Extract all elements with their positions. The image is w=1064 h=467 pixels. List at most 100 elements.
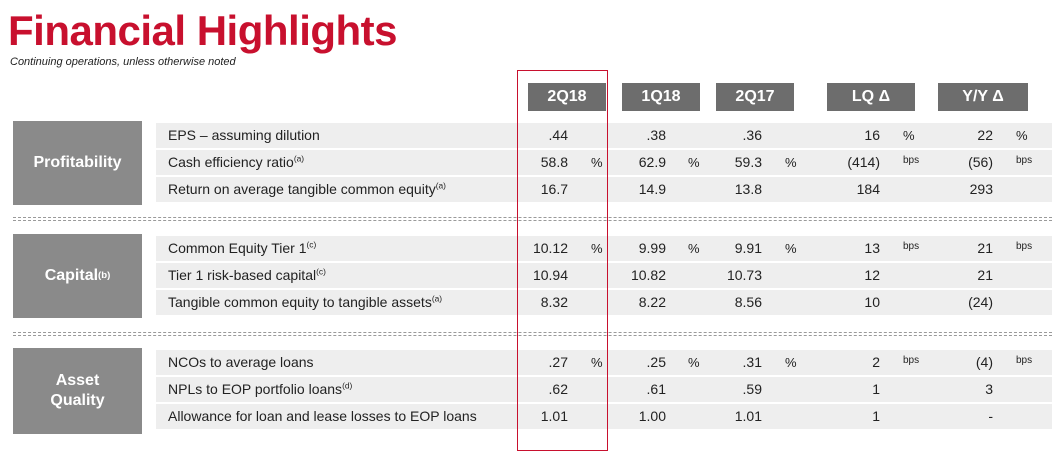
section-divider bbox=[13, 217, 1052, 218]
table-cell: 293 bbox=[969, 181, 993, 197]
table-cell: 21 bbox=[977, 267, 993, 283]
column-header-2q18: 2Q18 bbox=[528, 83, 606, 111]
table-cell: 21 bbox=[977, 240, 993, 256]
table-cell: (24) bbox=[968, 294, 993, 310]
table-cell: 1.01 bbox=[540, 408, 568, 424]
table-row bbox=[156, 263, 1052, 288]
table-cell: 13.8 bbox=[734, 181, 762, 197]
table-cell: 22 bbox=[977, 127, 993, 143]
table-cell: 10.73 bbox=[726, 267, 762, 283]
footnote-marker: (c) bbox=[316, 266, 326, 277]
table-cell: 1 bbox=[872, 381, 880, 397]
table-cell: 16 bbox=[864, 127, 880, 143]
footnote-marker: (a) bbox=[293, 153, 305, 164]
table-cell: 10.94 bbox=[532, 267, 568, 283]
table-cell: 9.99 bbox=[638, 240, 666, 256]
table-cell: 8.56 bbox=[734, 294, 762, 310]
unit-label: bps bbox=[903, 355, 920, 366]
table-row bbox=[156, 404, 1052, 429]
table-cell: 2 bbox=[872, 354, 880, 370]
row-label: Return on average tangible common equity… bbox=[168, 180, 446, 197]
table-cell: .59 bbox=[742, 381, 762, 397]
current-quarter-highlight bbox=[517, 70, 608, 451]
column-header-2q17: 2Q17 bbox=[716, 83, 794, 111]
table-row bbox=[156, 150, 1052, 175]
table-cell: (4) bbox=[975, 354, 993, 370]
table-cell: (56) bbox=[968, 154, 993, 170]
unit-label: % bbox=[591, 241, 603, 256]
row-label: Cash efficiency ratio(a) bbox=[168, 153, 305, 170]
table-row bbox=[156, 377, 1052, 402]
row-label: Tangible common equity to tangible asset… bbox=[168, 293, 443, 310]
table-cell: 12 bbox=[864, 267, 880, 283]
table-cell: .36 bbox=[742, 127, 762, 143]
table-cell: 16.7 bbox=[540, 181, 568, 197]
footnote-marker: (c) bbox=[306, 239, 317, 250]
section-label: Asset Quality bbox=[13, 348, 142, 434]
table-cell: 1 bbox=[872, 408, 880, 424]
table-cell: 3 bbox=[985, 381, 993, 397]
row-label: Common Equity Tier 1(c) bbox=[168, 239, 317, 256]
section-divider bbox=[13, 220, 1052, 221]
unit-label: bps bbox=[1016, 155, 1033, 166]
column-header-1q18: 1Q18 bbox=[622, 83, 700, 111]
table-cell: 9.91 bbox=[734, 240, 762, 256]
unit-label: % bbox=[785, 155, 797, 170]
row-label: Tier 1 risk-based capital(c) bbox=[168, 266, 326, 283]
table-cell: 1.00 bbox=[638, 408, 666, 424]
unit-label: % bbox=[688, 241, 700, 256]
table-cell: 10 bbox=[864, 294, 880, 310]
unit-label: bps bbox=[903, 241, 920, 252]
table-cell: 1.01 bbox=[734, 408, 762, 424]
unit-label: % bbox=[903, 128, 915, 143]
row-label: Allowance for loan and lease losses to E… bbox=[168, 408, 477, 424]
table-cell: .44 bbox=[548, 127, 568, 143]
table-cell: .31 bbox=[742, 354, 762, 370]
section-divider bbox=[13, 332, 1052, 333]
column-header-yy-delta: Y/Y Δ bbox=[938, 83, 1028, 111]
table-cell: 58.8 bbox=[540, 154, 568, 170]
unit-label: bps bbox=[1016, 241, 1033, 252]
table-cell: 184 bbox=[856, 181, 880, 197]
row-label: NPLs to EOP portfolio loans(d) bbox=[168, 380, 353, 397]
footnote-marker: (a) bbox=[435, 180, 446, 191]
table-row bbox=[156, 290, 1052, 315]
table-cell: .61 bbox=[646, 381, 666, 397]
unit-label: % bbox=[688, 155, 700, 170]
table-row bbox=[156, 177, 1052, 202]
table-cell: 62.9 bbox=[638, 154, 666, 170]
column-header-lq-delta: LQ Δ bbox=[827, 83, 915, 111]
table-cell: .38 bbox=[646, 127, 666, 143]
table-cell: 8.32 bbox=[540, 294, 568, 310]
table-cell: (414) bbox=[847, 154, 880, 170]
table-cell: 8.22 bbox=[638, 294, 666, 310]
page-subtitle: Continuing operations, unless otherwise … bbox=[10, 56, 236, 68]
unit-label: % bbox=[688, 355, 700, 370]
table-cell: .62 bbox=[548, 381, 568, 397]
unit-label: % bbox=[591, 355, 603, 370]
page-title: Financial Highlights bbox=[8, 7, 398, 54]
row-label: EPS – assuming dilution bbox=[168, 127, 320, 143]
footnote-marker: (d) bbox=[342, 380, 353, 391]
table-cell: 59.3 bbox=[734, 154, 762, 170]
table-row bbox=[156, 350, 1052, 375]
table-row bbox=[156, 236, 1052, 261]
unit-label: bps bbox=[903, 155, 920, 166]
table-cell: - bbox=[988, 408, 993, 424]
table-cell: .27 bbox=[548, 354, 568, 370]
unit-label: bps bbox=[1016, 355, 1033, 366]
table-cell: .25 bbox=[646, 354, 666, 370]
section-divider bbox=[13, 335, 1052, 336]
table-cell: 10.12 bbox=[532, 240, 568, 256]
section-label: Capital (b) bbox=[13, 234, 142, 318]
unit-label: % bbox=[591, 155, 603, 170]
table-cell: 10.82 bbox=[630, 267, 666, 283]
table-row bbox=[156, 123, 1052, 148]
table-cell: 13 bbox=[864, 240, 880, 256]
footnote-marker: (a) bbox=[431, 293, 443, 304]
unit-label: % bbox=[785, 355, 797, 370]
unit-label: % bbox=[1016, 128, 1028, 143]
row-label: NCOs to average loans bbox=[168, 354, 314, 370]
unit-label: % bbox=[785, 241, 797, 256]
section-label: Profitability bbox=[13, 121, 142, 205]
